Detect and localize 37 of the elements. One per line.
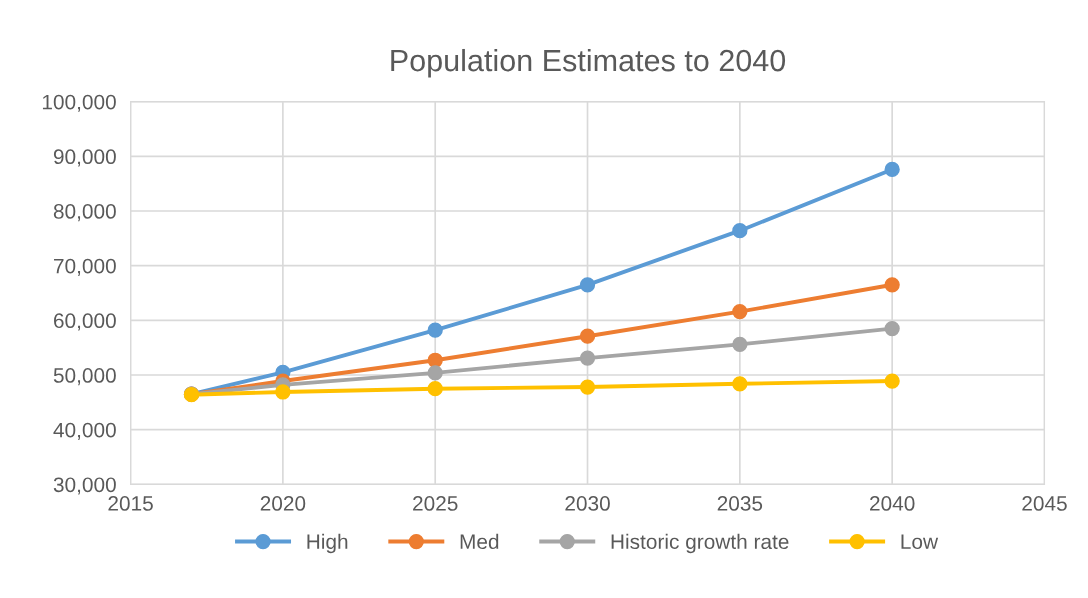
y-tick-label: 90,000 [53,149,116,167]
chart-title: Population Estimates to 2040 [391,48,786,78]
legend-label: Historic growth rate [611,533,789,554]
point [732,223,748,239]
x-tick-label: 2015 [108,496,153,511]
point [579,350,596,366]
legend-label: Low [901,534,939,550]
point [732,303,748,320]
point [427,365,443,381]
point [884,161,900,178]
point [275,384,291,400]
y-tick-label: 30,000 [53,477,116,495]
legend-label: Med [460,533,499,550]
point [427,322,443,338]
x-tick-label: 2025 [413,496,458,511]
point [579,277,596,293]
y-tick-label: 40,000 [53,422,116,440]
x-tick-label: 2045 [1022,496,1067,511]
legend-label: High [307,533,348,554]
point [427,352,443,368]
y-tick-label: 70,000 [54,258,116,276]
point [884,373,900,389]
y-tick-label: 80,000 [53,204,116,222]
x-tick-label: 2035 [717,496,763,511]
point [732,336,748,353]
y-tick-label: 50,000 [53,368,116,386]
point [579,328,596,344]
x-tick-label: 2030 [565,496,610,511]
point [732,376,748,392]
y-tick-label: 60,000 [54,313,116,331]
point [579,379,596,395]
y-tick-label: 100,000 [42,94,116,112]
x-tick-label: 2040 [870,496,915,511]
x-tick-label: 2020 [260,496,306,511]
point [884,277,900,293]
point [427,381,443,397]
point [884,320,900,337]
